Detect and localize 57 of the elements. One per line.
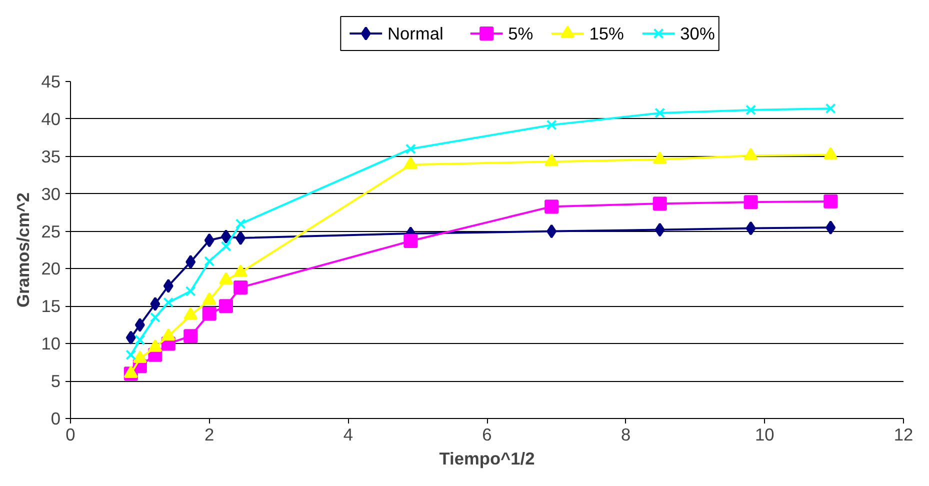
legend-label: 30%: [680, 24, 715, 44]
point: [150, 312, 160, 323]
point: [824, 194, 838, 208]
point: [220, 241, 232, 252]
point: [746, 104, 756, 116]
point: [544, 200, 559, 214]
point: [220, 230, 231, 244]
x-tick-label: 4: [343, 424, 354, 444]
y-tick-label: 15: [41, 296, 61, 316]
point: [546, 120, 557, 130]
point: [134, 318, 145, 332]
x-tick-label: 12: [894, 424, 914, 444]
point: [126, 330, 136, 345]
point: [826, 220, 836, 235]
point: [204, 256, 215, 266]
y-axis-title: Gramos/cm^2: [13, 192, 34, 308]
point: [134, 334, 146, 346]
point: [184, 329, 198, 344]
point: [163, 278, 174, 293]
point: [825, 103, 836, 114]
x-tick-label: 2: [204, 424, 214, 444]
x-tick-label: 10: [755, 424, 774, 444]
point: [546, 224, 557, 238]
point: [202, 306, 216, 321]
y-tick-label: 40: [41, 108, 61, 129]
y-tick-label: 20: [41, 258, 61, 279]
y-tick-label: 10: [41, 334, 61, 354]
legend-label: 15%: [589, 24, 624, 44]
legend-label: Normal: [387, 24, 444, 44]
y-tick-label: 45: [41, 72, 61, 92]
point: [746, 221, 756, 236]
x-tick-label: 0: [66, 424, 76, 444]
point: [163, 297, 174, 308]
point: [150, 296, 160, 311]
y-tick-label: 0: [50, 408, 61, 428]
point: [654, 222, 665, 237]
point: [235, 218, 246, 230]
point: [204, 233, 214, 248]
y-tick-label: 25: [41, 221, 61, 242]
point: [404, 234, 418, 248]
x-tick-label: 8: [621, 424, 631, 444]
y-tick-label: 5: [50, 371, 61, 392]
point: [652, 196, 667, 211]
point: [126, 350, 136, 360]
point: [744, 195, 758, 210]
x-axis-title: Tiempo^1/2: [439, 448, 535, 468]
x-tick-label: 6: [482, 424, 492, 444]
point: [405, 144, 416, 154]
legend-label: 5%: [508, 24, 534, 44]
point: [186, 254, 196, 269]
y-tick-label: 30: [41, 184, 61, 204]
point: [185, 286, 196, 296]
point: [234, 280, 248, 294]
point: [236, 231, 246, 246]
point: [218, 299, 233, 314]
y-tick-label: 35: [41, 146, 61, 166]
point: [654, 108, 666, 118]
